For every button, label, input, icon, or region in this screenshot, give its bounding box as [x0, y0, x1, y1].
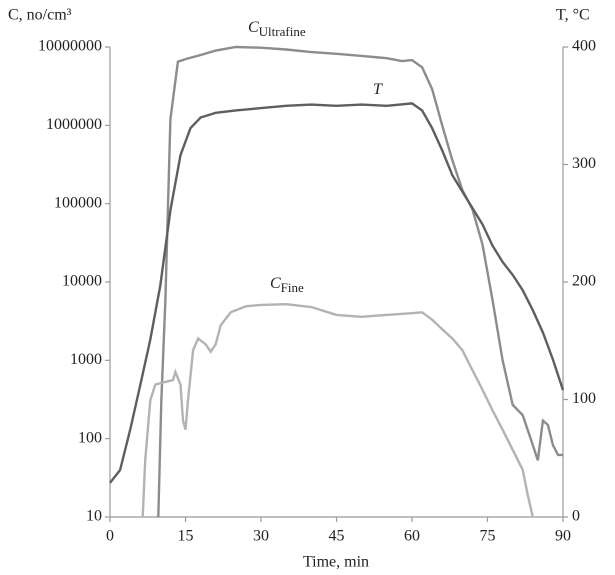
series-subscript: Fine [281, 280, 304, 295]
x-tick-label: 90 [555, 528, 571, 545]
y-tick-label: 100 [78, 429, 102, 446]
x-tick-label: 45 [329, 528, 345, 545]
y-tick-label: 10 [86, 508, 102, 525]
series-name: C [270, 275, 281, 292]
series-line [141, 302, 534, 518]
y-tick-label: 1000 [70, 351, 102, 368]
y-tick-label: 10000000 [38, 38, 102, 55]
y2-tick-label: 400 [572, 38, 596, 55]
series-name: T [373, 81, 383, 98]
series-name: C [248, 19, 259, 36]
x-axis-label: Time, min [303, 554, 369, 571]
y2-tick-label: 200 [572, 273, 596, 290]
y-tick-label: 100000 [54, 194, 102, 211]
series-line [109, 102, 565, 484]
series-line [157, 45, 563, 518]
x-tick-label: 0 [106, 528, 114, 545]
x-tick-label: 75 [480, 528, 496, 545]
x-tick-label: 15 [178, 528, 194, 545]
x-tick-label: 30 [253, 528, 269, 545]
y-tick-label: 1000000 [46, 116, 102, 133]
series-label: CUltrafine [248, 19, 306, 39]
series-label: CFine [270, 275, 304, 295]
y-tick-label: 10000 [62, 273, 102, 290]
y2-tick-label: 100 [572, 390, 596, 407]
y2-tick-label: 0 [572, 508, 580, 525]
series-subscript: Ultrafine [259, 24, 306, 39]
y2-tick-label: 300 [572, 155, 596, 172]
y-axis-label: C, no/cm³ [8, 7, 72, 24]
y2-axis-label: T, °C [556, 7, 590, 24]
series-label: T [373, 81, 383, 98]
x-tick-label: 60 [404, 528, 420, 545]
